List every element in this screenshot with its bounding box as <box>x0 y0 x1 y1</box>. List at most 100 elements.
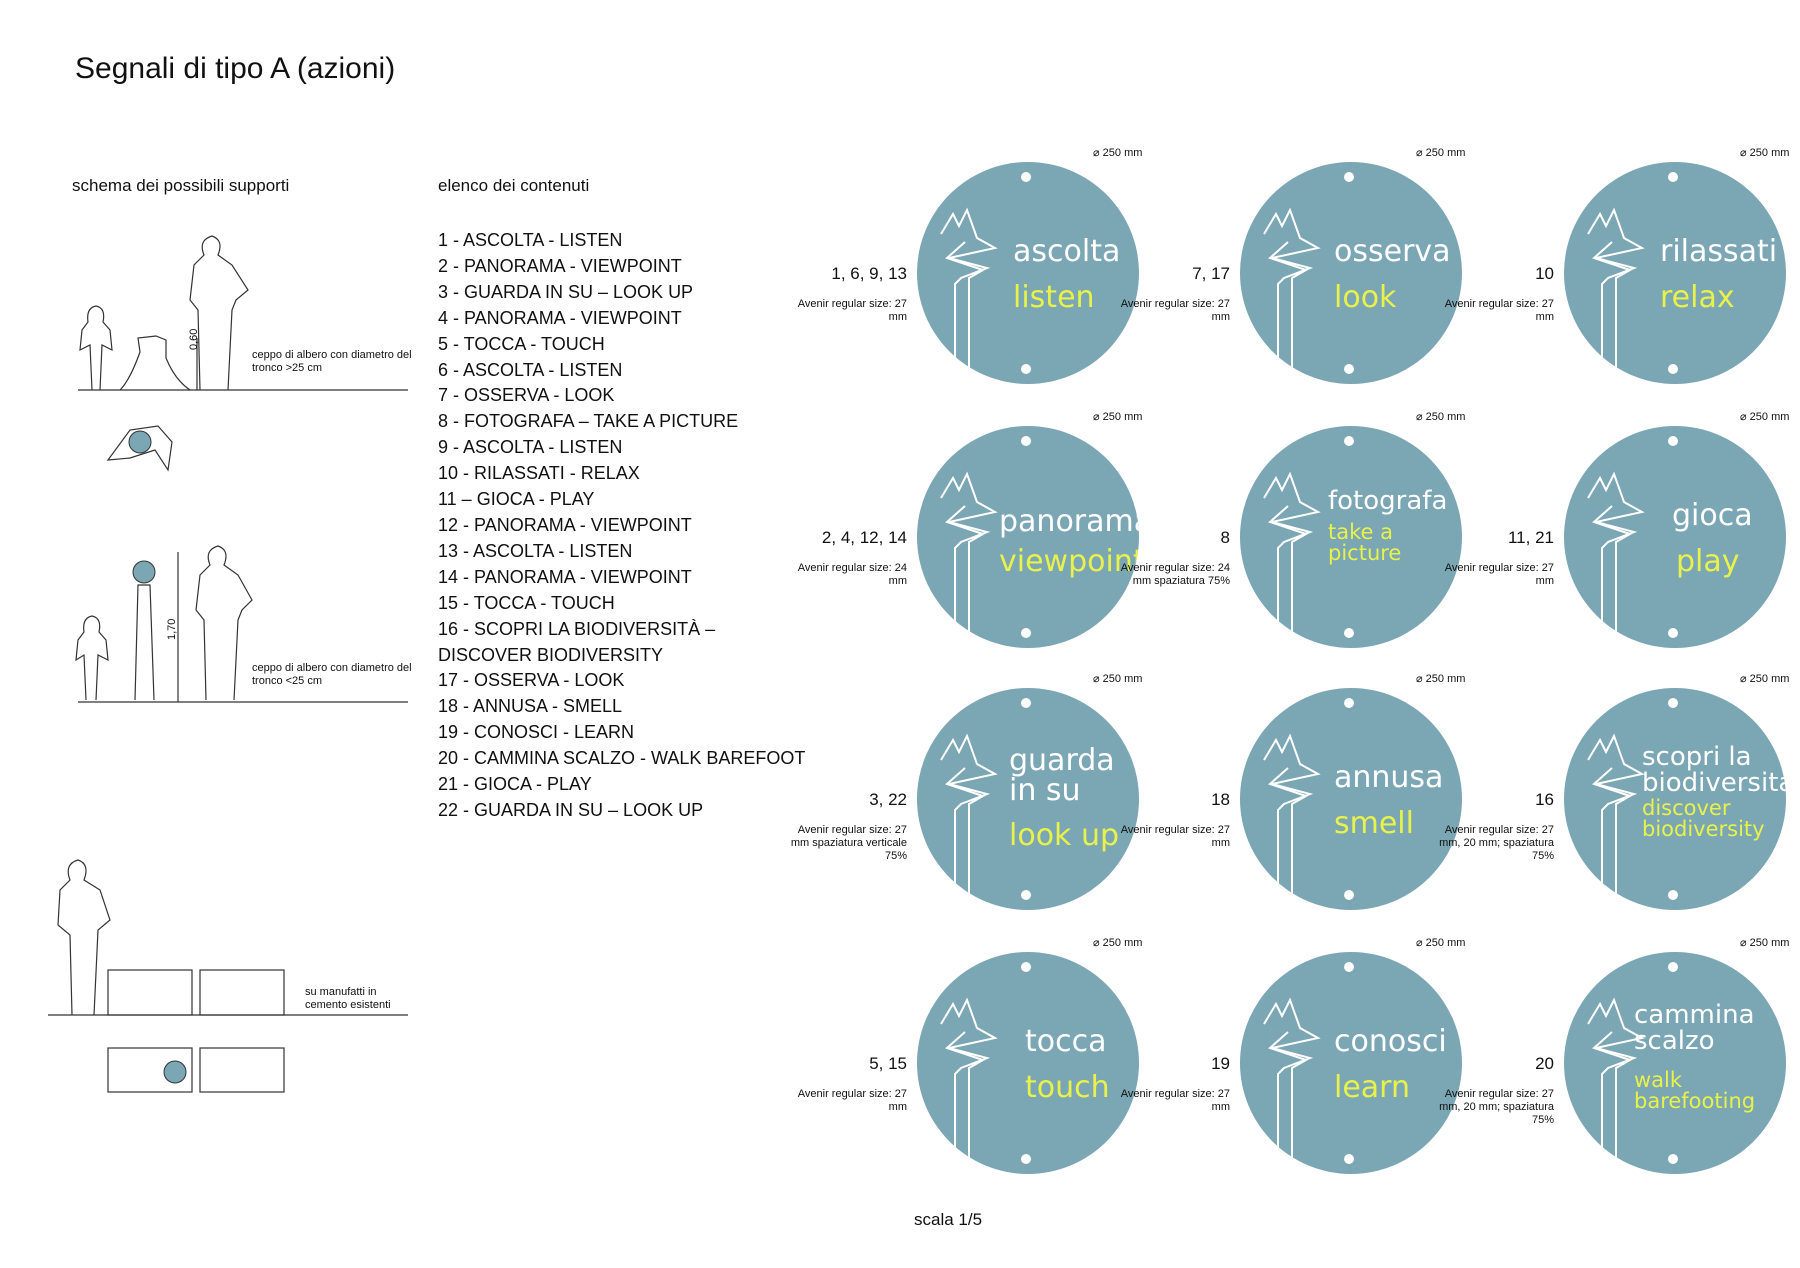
content-item: 4 - PANORAMA - VIEWPOINT <box>438 307 682 328</box>
note-concrete: su manufatti in cemento esistenti <box>305 986 391 1011</box>
stump-plan <box>106 425 173 472</box>
sign-numbers: 7, 17 <box>1192 264 1230 283</box>
sign-word-en: play <box>1676 544 1740 579</box>
content-item: 5 - TOCCA - TOUCH <box>438 333 605 354</box>
diameter-label: ⌀ 250 mm <box>1740 147 1790 159</box>
scale-label: scala 1/5 <box>914 1210 983 1229</box>
sign-word-en: take a picture <box>1328 520 1402 565</box>
sign-word-it: rilassati <box>1660 234 1778 269</box>
font-spec: Avenir regular size: 27 mm, 20 mm; spazi… <box>1439 824 1554 862</box>
sign-disc: panorama viewpoint <box>917 426 1139 648</box>
diameter-label: ⌀ 250 mm <box>1416 673 1466 685</box>
content-item: 22 - GUARDA IN SU – LOOK UP <box>438 799 704 820</box>
sign-disc: fotografa take a picture <box>1240 426 1462 648</box>
content-item: 9 - ASCOLTA - LISTEN <box>438 437 623 458</box>
dim-label-060: 0,60 <box>188 328 200 350</box>
content-item: 2 - PANORAMA - VIEWPOINT <box>438 255 682 276</box>
content-item: 16 - SCOPRI LA BIODIVERSITÀ – <box>438 618 716 639</box>
content-item: 6 - ASCOLTA - LISTEN <box>438 359 623 380</box>
content-item: 21 - GIOCA - PLAY <box>438 774 592 795</box>
sign-disc: conosci learn <box>1240 952 1462 1174</box>
sign-numbers: 19 <box>1211 1054 1230 1073</box>
font-spec: Avenir regular size: 27 mm spaziatura ve… <box>790 824 907 862</box>
content-item: DISCOVER BIODIVERSITY <box>438 644 664 665</box>
dim-label-170: 1,70 <box>166 618 178 640</box>
sign-disc: tocca touch <box>917 952 1139 1174</box>
support-schemes <box>48 235 408 1093</box>
sign-word-it: gioca <box>1672 498 1753 533</box>
sign-numbers: 1, 6, 9, 13 <box>831 264 907 283</box>
supports-heading: schema dei possibili supporti <box>72 176 290 195</box>
sign-word-en: walk barefooting <box>1634 1068 1756 1113</box>
font-spec: Avenir regular size: 27 mm <box>1444 562 1554 587</box>
diameter-label: ⌀ 250 mm <box>1740 937 1790 949</box>
sign-word-it: guarda in su <box>1009 743 1115 808</box>
sign-word-en: listen <box>1013 280 1095 315</box>
content-item: 3 - GUARDA IN SU – LOOK UP <box>438 281 694 302</box>
diameter-label: ⌀ 250 mm <box>1416 411 1466 423</box>
child-silhouette-2 <box>75 615 109 701</box>
font-spec: Avenir regular size: 27 mm <box>1120 1088 1230 1113</box>
concrete-block-1 <box>107 969 193 1016</box>
content-item: 14 - PANORAMA - VIEWPOINT <box>438 566 692 587</box>
sign-position-3 <box>163 1060 187 1084</box>
sign-disc: gioca play <box>1564 426 1786 648</box>
sign-word-en: look up <box>1009 818 1120 853</box>
sign-disc: annusa smell <box>1240 688 1462 910</box>
content-item: 18 - ANNUSA - SMELL <box>438 696 623 717</box>
content-item: 13 - ASCOLTA - LISTEN <box>438 540 633 561</box>
content-item: 11 – GIOCA - PLAY <box>438 489 595 510</box>
sign-numbers: 2, 4, 12, 14 <box>821 528 907 547</box>
content-item: 8 - FOTOGRAFA – TAKE A PICTURE <box>438 411 739 432</box>
sign-numbers: 8 <box>1220 528 1230 547</box>
sign-word-it: cammina scalzo <box>1634 1000 1755 1056</box>
sign-disc: cammina scalzo walk barefooting <box>1564 952 1786 1174</box>
content-item: 12 - PANORAMA - VIEWPOINT <box>438 514 692 535</box>
content-item: 20 - CAMMINA SCALZO - WALK BAREFOOT <box>438 748 806 769</box>
sign-position-2 <box>132 560 156 584</box>
sign-numbers: 18 <box>1211 790 1230 809</box>
sign-numbers: 5, 15 <box>869 1054 907 1073</box>
content-item: 10 - RILASSATI - RELAX <box>438 463 640 484</box>
sign-disc: rilassati relax <box>1564 162 1786 384</box>
concrete-plan-1 <box>107 1047 193 1093</box>
sign-numbers: 3, 22 <box>869 790 907 809</box>
adult-silhouette-2 <box>195 545 253 701</box>
sign-word-it: osserva <box>1334 234 1451 269</box>
contents-heading: elenco dei contenuti <box>438 176 590 195</box>
font-spec: Avenir regular size: 24 mm <box>797 562 907 587</box>
diameter-label: ⌀ 250 mm <box>1093 673 1143 685</box>
sign-disc: guarda in su look up <box>917 688 1139 910</box>
sign-word-en: look <box>1334 280 1397 315</box>
diameter-label: ⌀ 250 mm <box>1093 411 1143 423</box>
sign-word-it: annusa <box>1334 760 1444 795</box>
sign-numbers: 10 <box>1535 264 1554 283</box>
adult-silhouette <box>189 235 249 391</box>
concrete-block-2 <box>199 969 285 1016</box>
sign-word-it: tocca <box>1025 1024 1107 1059</box>
diameter-label: ⌀ 250 mm <box>1416 937 1466 949</box>
content-item: 19 - CONOSCI - LEARN <box>438 722 635 743</box>
font-spec: Avenir regular size: 27 mm <box>797 1088 907 1113</box>
sign-numbers: 20 <box>1535 1054 1554 1073</box>
sign-word-en: relax <box>1660 280 1735 315</box>
diameter-label: ⌀ 250 mm <box>1093 937 1143 949</box>
child-silhouette <box>79 305 113 391</box>
page-title: Segnali di tipo A (azioni) <box>75 52 396 85</box>
sign-numbers: 16 <box>1535 790 1554 809</box>
sign-word-it: panorama <box>999 504 1139 539</box>
diameter-label: ⌀ 250 mm <box>1093 147 1143 159</box>
content-item: 7 - OSSERVA - LOOK <box>438 385 615 406</box>
font-spec: Avenir regular size: 27 mm <box>1444 298 1554 323</box>
content-item: 1 - ASCOLTA - LISTEN <box>438 230 623 250</box>
sign-word-it: scopri la biodiversità <box>1642 742 1786 798</box>
diameter-label: ⌀ 250 mm <box>1740 673 1790 685</box>
note-stump-small: ceppo di albero con diametro del tronco … <box>252 662 412 687</box>
adult-silhouette-3 <box>57 859 111 1016</box>
sign-disc: scopri la biodiversità discover biodivers… <box>1564 688 1786 910</box>
sign-word-en: touch <box>1025 1070 1110 1105</box>
sign-numbers: 11, 21 <box>1507 528 1554 547</box>
font-spec: Avenir regular size: 27 mm <box>1120 824 1230 849</box>
sign-word-en: viewpoint <box>999 544 1139 579</box>
diameter-label: ⌀ 250 mm <box>1740 411 1790 423</box>
